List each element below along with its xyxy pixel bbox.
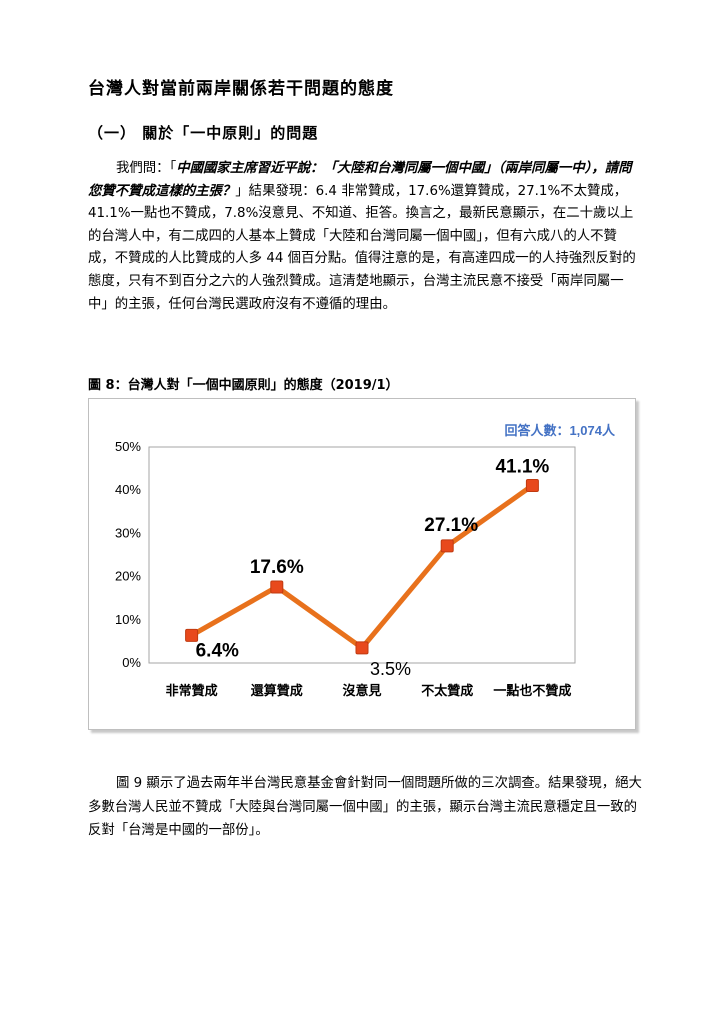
- data-label: 3.5%: [370, 659, 411, 679]
- x-tick-label: 一點也不贊成: [493, 683, 571, 698]
- y-tick-label: 10%: [115, 612, 141, 627]
- data-point-marker: [185, 628, 199, 642]
- line-chart: 0%10%20%30%40%50% 非常贊成 還算贊成 沒意見 不太贊成 一點也不贊成 …: [115, 423, 616, 698]
- y-tick-label: 50%: [115, 439, 141, 454]
- data-point-marker: [525, 478, 539, 492]
- y-tick-label: 30%: [115, 525, 141, 540]
- para1-lead: 我們問：「: [116, 161, 177, 176]
- x-tick-label: 非常贊成: [166, 683, 218, 698]
- respondent-count-annotation: 回答人數：1,074人: [504, 423, 616, 438]
- data-label: 41.1%: [495, 456, 549, 477]
- data-point-marker: [270, 580, 284, 594]
- section-heading: （一） 關於「一中原則」的問題: [88, 124, 319, 142]
- para1-body: 」結果發現：6.4 非常贊成，17.6%還算贊成，27.1%不太贊成，41.1%…: [88, 183, 636, 312]
- paragraph-1: 我們問：「中國國家主席習近平說：「大陸和台灣同屬一個中國」（兩岸同屬一中），請問…: [88, 158, 636, 316]
- y-tick-label: 0%: [122, 655, 141, 670]
- paragraph-2: 圖 9 顯示了過去兩年半台灣民意基金會針對同一個問題所做的三次調查。結果發現，絕…: [88, 772, 648, 843]
- plot-area: [148, 446, 576, 664]
- para1-question: 中國國家主席習近平說：「大陸和台灣同屬一個中國」（兩岸同屬一中），請問您贊不贊成…: [88, 161, 632, 199]
- x-tick-label: 不太贊成: [421, 683, 473, 698]
- figure-caption: 圖 8：台灣人對「一個中國原則」的態度（2019/1）: [88, 378, 399, 393]
- x-tick-label: 沒意見: [342, 683, 381, 698]
- y-tick-label: 20%: [115, 569, 141, 584]
- para2-text: 圖 9 顯示了過去兩年半台灣民意基金會針對同一個問題所做的三次調查。結果發現，絕…: [88, 776, 642, 838]
- page-title: 台灣人對當前兩岸關係若干問題的態度: [88, 79, 394, 99]
- chart-container: 0% 10% 20% 30% 40% 50% 非常贊成 還算贊成 沒意見 不太贊成 一點也不贊成 …: [88, 398, 636, 730]
- x-tick-label: 還算贊成: [251, 683, 303, 698]
- data-point-marker: [440, 539, 454, 553]
- y-tick-label: 40%: [115, 482, 141, 497]
- data-label: 27.1%: [424, 515, 478, 536]
- data-label: 17.6%: [250, 557, 304, 578]
- data-label: 6.4%: [196, 640, 239, 661]
- data-point-marker: [355, 641, 369, 655]
